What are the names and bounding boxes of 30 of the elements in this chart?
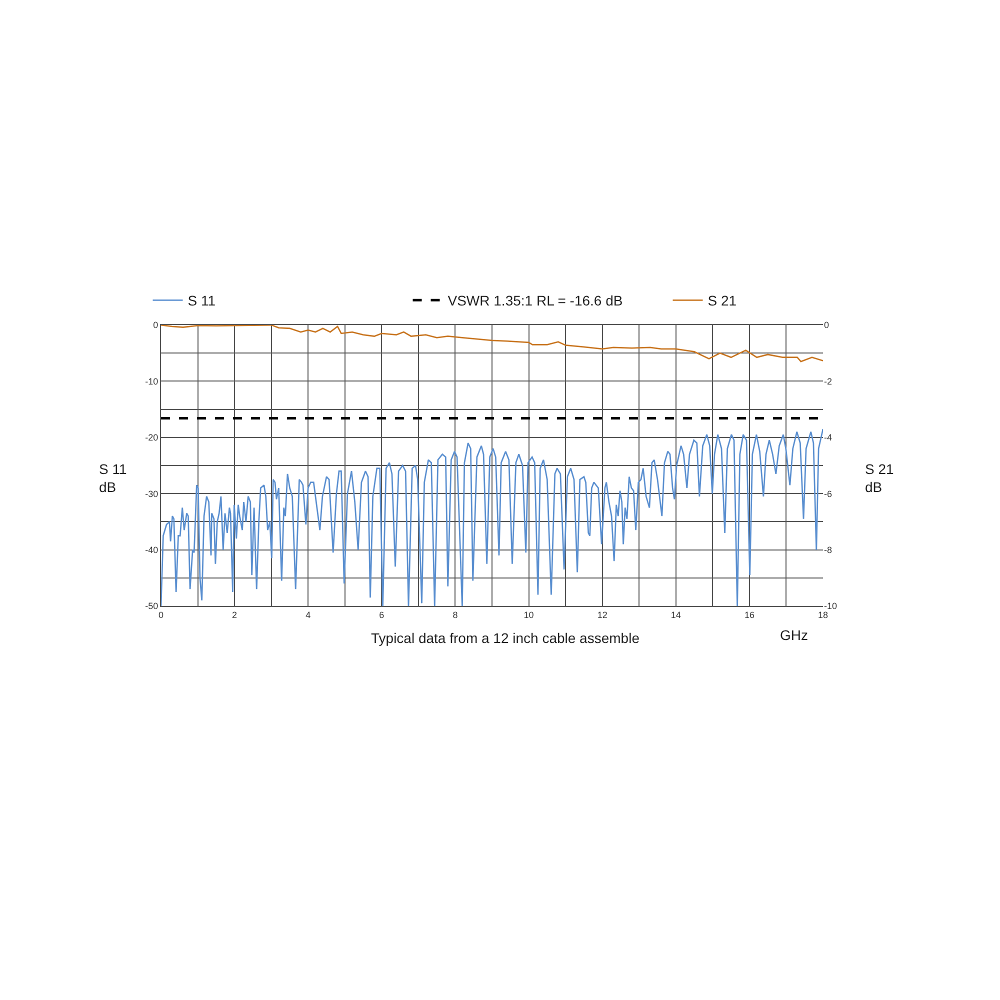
y2-tick-label: -8 — [824, 544, 832, 555]
x-tick-label: 18 — [818, 610, 828, 620]
x-tick-label: 6 — [379, 610, 384, 620]
y2-axis-title: S 21 dB — [865, 461, 894, 496]
legend-label: VSWR 1.35:1 RL = -16.6 dB — [448, 292, 623, 309]
text: Typical data from a 12 inch cable assemble — [371, 630, 640, 646]
y-tick-label: -50 — [145, 601, 158, 612]
y2-tick-label: -4 — [824, 432, 832, 443]
y-tick-label: -10 — [145, 376, 158, 386]
line-series — [161, 428, 823, 606]
x-tick-label: 2 — [232, 610, 238, 620]
x-tick-label: 14 — [670, 610, 681, 620]
y-axis-title: S 11 dB — [99, 461, 127, 496]
y2-tick-label: -6 — [824, 488, 832, 499]
x-tick-label: 10 — [524, 610, 534, 620]
line-series — [161, 325, 823, 362]
y2-tick-label: -2 — [824, 376, 832, 386]
x-tick-label: 4 — [306, 610, 311, 620]
legend-label: S 11 — [188, 292, 216, 309]
y2-tick-label: -10 — [824, 601, 838, 612]
y-tick-label: -40 — [145, 544, 158, 555]
x-tick-label: 8 — [452, 610, 458, 620]
y-tick-label: -20 — [145, 432, 158, 443]
x-tick-label: 16 — [744, 610, 754, 620]
y-tick-label: 0 — [153, 320, 158, 330]
x-axis-title: GHz — [780, 627, 808, 643]
y2-tick-label: 0 — [824, 320, 830, 330]
legend-label: S 21 — [708, 292, 737, 309]
x-tick-label: 12 — [597, 610, 608, 620]
y-tick-label: -30 — [145, 488, 158, 499]
